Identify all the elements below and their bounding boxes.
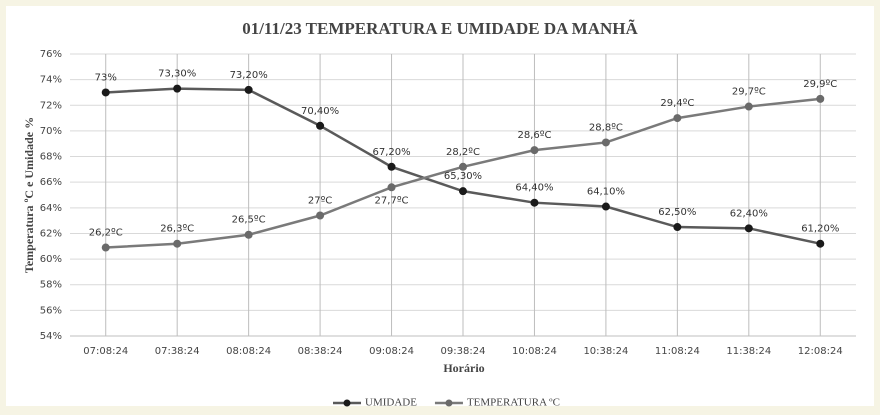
x-tick-label: 08:08:24 (226, 346, 271, 357)
x-tick-label: 10:08:24 (512, 346, 557, 357)
data-label: 29,4ºC (660, 98, 694, 109)
data-point (459, 162, 467, 171)
data-point (173, 84, 182, 93)
y-tick-label: 76% (40, 49, 62, 60)
chart-area (6, 6, 874, 406)
data-label: 26,2ºC (89, 228, 123, 239)
y-tick-label: 54% (40, 331, 62, 342)
data-point (316, 121, 325, 130)
data-point (387, 183, 396, 192)
y-tick-label: 60% (40, 254, 62, 265)
data-label: 28,6ºC (517, 130, 551, 141)
data-label: 26,5ºC (232, 215, 266, 226)
data-point (816, 239, 825, 248)
y-tick-label: 70% (40, 126, 62, 137)
x-axis-label: Horário (443, 361, 484, 375)
x-tick-label: 10:38:24 (583, 346, 628, 357)
data-point (387, 162, 396, 171)
data-point (601, 138, 610, 147)
x-tick-label: 07:08:24 (83, 346, 128, 357)
data-label: 27ºC (308, 196, 332, 207)
data-label: 62,50% (658, 207, 696, 218)
data-label: 28,8ºC (589, 122, 623, 133)
data-label: 73,30% (158, 69, 196, 80)
data-label: 29,7ºC (732, 87, 766, 98)
y-tick-label: 72% (40, 100, 62, 111)
y-tick-label: 56% (40, 305, 62, 316)
y-tick-label: 62% (40, 228, 62, 239)
data-point (459, 187, 467, 196)
chart-title: 01/11/23 TEMPERATURA E UMIDADE DA MANHÃ (242, 19, 638, 38)
data-point (173, 239, 182, 248)
y-tick-label: 66% (40, 177, 62, 188)
data-label: 67,20% (372, 147, 410, 158)
data-point (673, 114, 682, 123)
y-tick-label: 58% (40, 280, 62, 291)
legend-marker (445, 399, 453, 407)
x-tick-label: 09:38:24 (441, 346, 486, 357)
data-point (530, 146, 539, 155)
data-point (101, 88, 110, 97)
data-label: 64,40% (515, 183, 553, 194)
data-point (744, 102, 753, 111)
data-label: 27,7ºC (375, 195, 409, 206)
data-point (601, 202, 610, 211)
data-point (816, 94, 825, 103)
data-label: 62,40% (730, 208, 768, 219)
data-label: 70,40% (301, 106, 339, 117)
data-point (244, 230, 253, 239)
data-point (101, 243, 110, 252)
x-tick-label: 12:08:24 (798, 346, 843, 357)
data-label: 73,20% (230, 70, 268, 81)
data-point (673, 223, 682, 232)
x-tick-label: 09:08:24 (369, 346, 414, 357)
y-tick-label: 64% (40, 203, 62, 214)
data-point (530, 198, 539, 207)
legend-label: UMIDADE (365, 397, 417, 409)
data-point (744, 224, 753, 233)
data-label: 28,2ºC (446, 147, 480, 158)
y-axis-label: Temperatura ºC e Umidade % (22, 117, 36, 273)
data-label: 65,30% (444, 171, 482, 182)
y-tick-label: 68% (40, 152, 62, 163)
data-point (244, 85, 253, 94)
data-label: 73% (95, 72, 117, 83)
x-tick-label: 11:08:24 (655, 346, 700, 357)
x-tick-label: 07:38:24 (155, 346, 200, 357)
x-tick-label: 11:38:24 (726, 346, 771, 357)
data-label: 26,3ºC (160, 224, 194, 235)
legend-label: TEMPERATURA ºC (467, 397, 560, 409)
y-tick-label: 74% (40, 75, 62, 86)
data-point (316, 211, 325, 220)
data-label: 29,9ºC (803, 79, 837, 90)
x-tick-label: 08:38:24 (298, 346, 343, 357)
data-label: 64,10% (587, 187, 625, 198)
data-label: 61,20% (801, 224, 839, 235)
legend-marker (343, 399, 351, 407)
